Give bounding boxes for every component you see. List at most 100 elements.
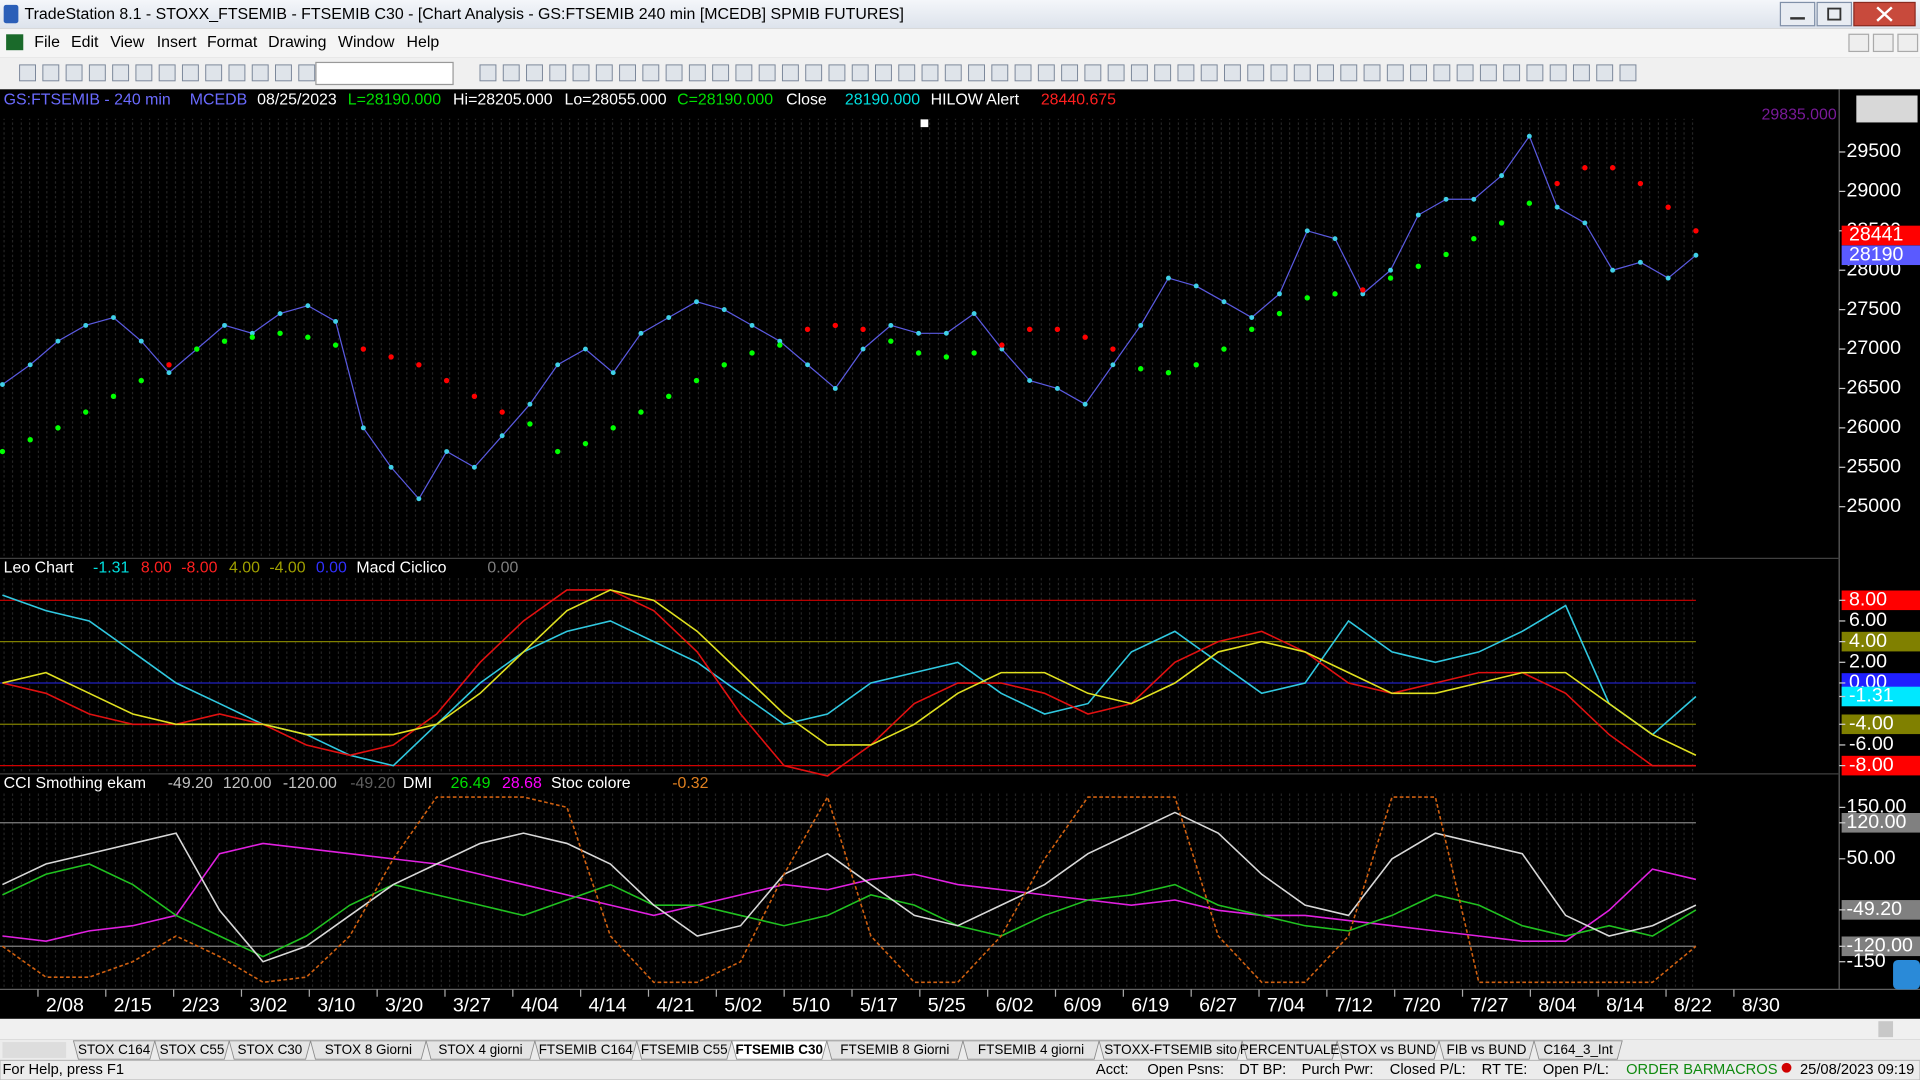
toolbar-button[interactable] <box>1037 64 1055 82</box>
tab-label[interactable]: STOX C30 <box>237 1042 302 1057</box>
tab-label[interactable]: FTSEMIB C30 <box>736 1042 823 1057</box>
toolbar-button[interactable] <box>595 64 613 82</box>
toolbar-button[interactable] <box>181 64 199 82</box>
menu-item[interactable]: Insert <box>157 34 197 51</box>
toolbar-button[interactable] <box>526 64 543 82</box>
toolbar-button[interactable] <box>549 64 567 82</box>
doc-restore[interactable] <box>1872 33 1894 53</box>
toolbar-button[interactable] <box>875 64 892 82</box>
tab-label[interactable]: FTSEMIB C55 <box>641 1042 728 1057</box>
toolbar-button[interactable] <box>828 64 846 82</box>
toolbar-button[interactable] <box>1247 64 1265 82</box>
tab-label[interactable]: STOX C164 <box>78 1042 151 1057</box>
tab[interactable] <box>1533 1040 1623 1060</box>
toolbar-button[interactable] <box>1224 64 1241 82</box>
tab[interactable] <box>1241 1040 1338 1060</box>
tab-label[interactable]: FTSEMIB 4 giorni <box>978 1042 1084 1057</box>
tab-label[interactable]: STOX C55 <box>160 1042 225 1057</box>
status-order-bar[interactable]: ORDER BAR <box>1626 1062 1713 1078</box>
toolbar-button[interactable] <box>158 64 176 82</box>
toolbar-button[interactable] <box>944 64 962 82</box>
toolbar-button[interactable] <box>572 64 590 82</box>
toolbar-button[interactable] <box>758 64 776 82</box>
toolbar-button[interactable] <box>1433 64 1451 82</box>
toolbar-button[interactable] <box>275 64 292 82</box>
toolbar-button[interactable] <box>1107 64 1125 82</box>
menu-item[interactable]: File <box>34 34 60 51</box>
toolbar-button[interactable] <box>228 64 246 82</box>
toolbar-button[interactable] <box>502 64 520 82</box>
doc-minimize[interactable] <box>1848 33 1870 53</box>
tab-label[interactable]: FTSEMIB 8 Giorni <box>840 1042 949 1057</box>
toolbar-button[interactable] <box>1596 64 1614 82</box>
toolbar-button[interactable] <box>1503 64 1521 82</box>
toolbar-button[interactable] <box>921 64 939 82</box>
toolbar-button[interactable] <box>781 64 799 82</box>
toolbar-button[interactable] <box>135 64 153 82</box>
toolbar-button[interactable] <box>1177 64 1195 82</box>
tab[interactable] <box>154 1040 230 1060</box>
menu-item[interactable]: Drawing <box>268 34 326 51</box>
tab[interactable] <box>636 1040 733 1060</box>
toolbar-button[interactable] <box>968 64 985 82</box>
tab[interactable] <box>309 1040 427 1060</box>
side-button[interactable] <box>1893 960 1920 990</box>
toolbar-button[interactable] <box>42 64 60 82</box>
doc-close[interactable] <box>1897 33 1919 53</box>
toolbar-button[interactable] <box>642 64 660 82</box>
toolbar-button[interactable] <box>1572 64 1590 82</box>
tab-label[interactable]: FIB vs BUND <box>1447 1042 1527 1057</box>
minimize-button[interactable] <box>1779 1 1816 27</box>
toolbar-button[interactable] <box>1363 64 1381 82</box>
tab[interactable] <box>962 1040 1100 1060</box>
tab[interactable] <box>731 1040 828 1060</box>
toolbar-button[interactable] <box>88 64 106 82</box>
toolbar-button[interactable] <box>1479 64 1497 82</box>
tab[interactable] <box>228 1040 312 1060</box>
toolbar-button[interactable] <box>251 64 269 82</box>
tab[interactable] <box>1098 1040 1243 1060</box>
toolbar-button[interactable] <box>1619 64 1637 82</box>
toolbar-button[interactable] <box>1270 64 1288 82</box>
toolbar-button[interactable] <box>805 64 823 82</box>
toolbar-button[interactable] <box>1130 64 1148 82</box>
toolbar-button[interactable] <box>1084 64 1102 82</box>
tab-label[interactable]: FTSEMIB C164 <box>539 1042 634 1057</box>
tab[interactable] <box>1336 1040 1440 1060</box>
tab-label[interactable]: STOXX-FTSEMIB sito <box>1104 1042 1237 1057</box>
toolbar-button[interactable] <box>1293 64 1311 82</box>
menu-item[interactable]: Edit <box>71 34 99 51</box>
scrollbar[interactable] <box>0 1018 1920 1040</box>
maximize-button[interactable] <box>1816 1 1853 27</box>
toolbar-button[interactable] <box>898 64 916 82</box>
tab-nav[interactable] <box>2 1042 67 1058</box>
toolbar-button[interactable] <box>619 64 636 82</box>
tab-label[interactable]: STOX 4 giorni <box>438 1042 522 1057</box>
toolbar-button[interactable] <box>1386 64 1404 82</box>
toolbar-button[interactable] <box>712 64 730 82</box>
toolbar-button[interactable] <box>1549 64 1567 82</box>
tab[interactable] <box>1438 1040 1535 1060</box>
toolbar-button[interactable] <box>1154 64 1172 82</box>
tab-label[interactable]: STOX 8 Giorni <box>325 1042 412 1057</box>
toolbar-button[interactable] <box>1200 64 1218 82</box>
toolbar-button[interactable] <box>1061 64 1079 82</box>
menu-item[interactable]: Format <box>207 34 258 51</box>
symbol-combo[interactable] <box>315 61 454 86</box>
toolbar-button[interactable] <box>735 64 753 82</box>
toolbar-button[interactable] <box>65 64 83 82</box>
toolbar-button[interactable] <box>112 64 130 82</box>
toolbar-button[interactable] <box>1456 64 1474 82</box>
toolbar-button[interactable] <box>1317 64 1334 82</box>
tab-label[interactable]: C164_3_Int <box>1543 1042 1613 1057</box>
menu-item[interactable]: Help <box>407 34 440 51</box>
tab[interactable] <box>72 1040 156 1060</box>
toolbar-button[interactable] <box>298 64 316 82</box>
toolbar-button[interactable] <box>1340 64 1358 82</box>
toolbar-button[interactable] <box>851 64 869 82</box>
toolbar-button[interactable] <box>991 64 1009 82</box>
toolbar-button[interactable] <box>1526 64 1544 82</box>
status-macros[interactable]: MACROS <box>1713 1062 1778 1078</box>
menu-item[interactable]: Window <box>338 34 395 51</box>
toolbar-button[interactable] <box>205 64 223 82</box>
